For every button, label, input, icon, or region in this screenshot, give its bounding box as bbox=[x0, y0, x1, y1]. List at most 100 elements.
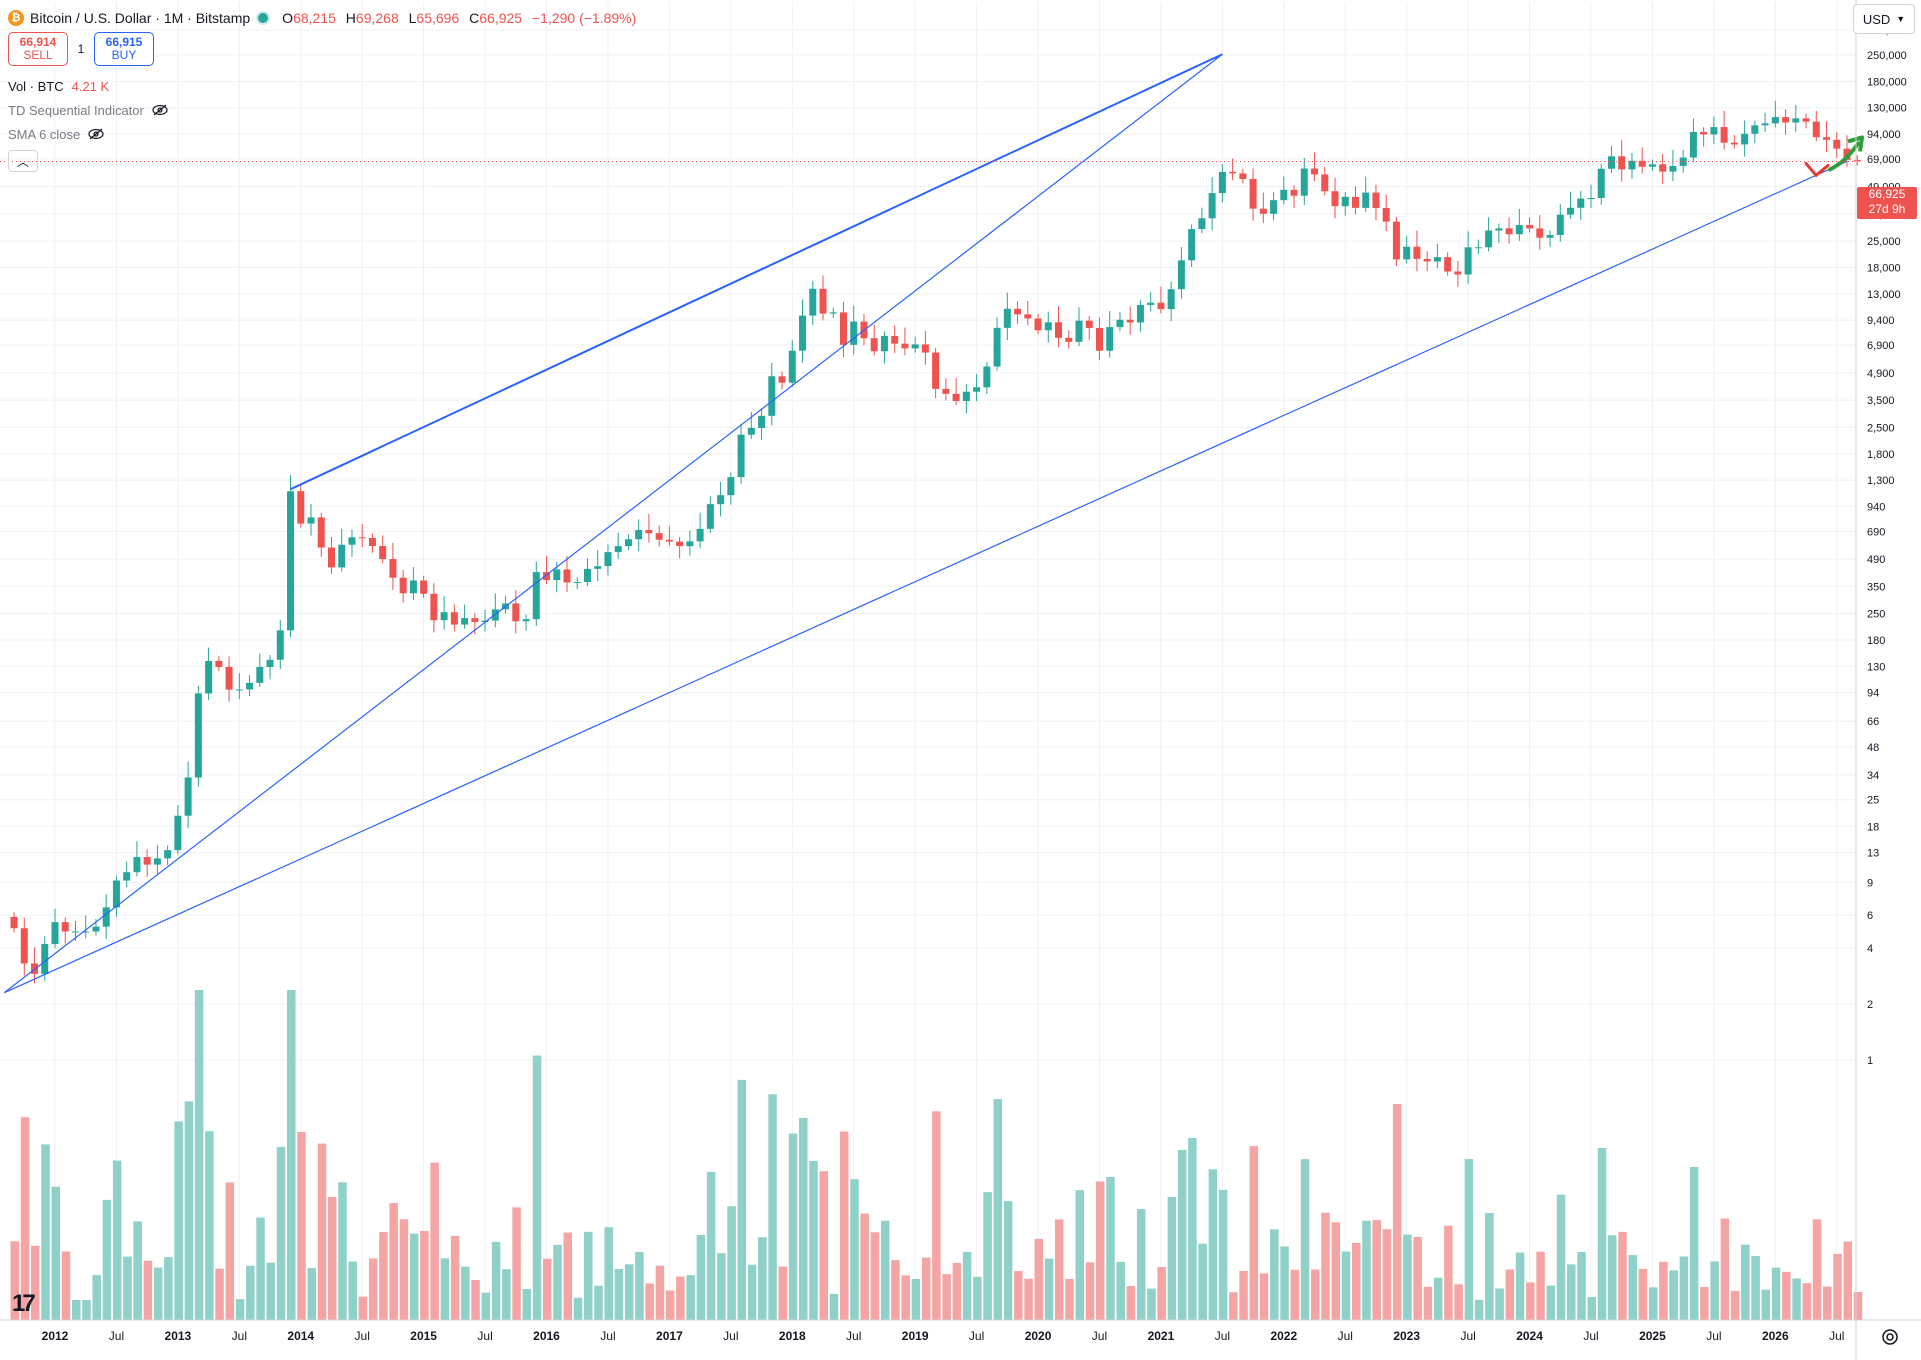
candle-body bbox=[1556, 214, 1564, 235]
volume-bar bbox=[1444, 1225, 1453, 1320]
volume-bar bbox=[235, 1299, 245, 1320]
volume-bar bbox=[1607, 1235, 1617, 1320]
candle-body bbox=[706, 504, 714, 529]
candle-body bbox=[1321, 174, 1329, 192]
market-status-icon bbox=[256, 11, 271, 25]
candle-body bbox=[409, 580, 417, 594]
candle-body bbox=[1290, 189, 1298, 196]
ohlc-low-key: L bbox=[408, 10, 417, 26]
candle-body bbox=[1188, 229, 1196, 261]
candle-body bbox=[1444, 257, 1452, 272]
volume-bar bbox=[71, 1300, 81, 1320]
candle-body bbox=[102, 907, 110, 927]
candle-body bbox=[1669, 165, 1677, 172]
x-axis-label: Jul bbox=[1092, 1329, 1107, 1343]
tradingview-logo-icon[interactable]: 17 bbox=[12, 1290, 36, 1317]
candle-body bbox=[1730, 142, 1738, 145]
last-price-value: 66,925 bbox=[1868, 187, 1906, 201]
volume-bar bbox=[82, 1300, 91, 1320]
volume-bar bbox=[870, 1232, 880, 1320]
buy-button[interactable]: 66,915 BUY bbox=[94, 32, 154, 66]
volume-bar bbox=[153, 1267, 163, 1320]
candle-body bbox=[1485, 230, 1493, 248]
candle-body bbox=[51, 922, 59, 944]
chart-annotations bbox=[3, 53, 1865, 994]
candle-body bbox=[1177, 260, 1185, 290]
y-axis-label: 9,400 bbox=[1867, 315, 1895, 327]
volume-bar bbox=[184, 1101, 194, 1320]
volume-bar bbox=[1638, 1268, 1648, 1320]
volume-bar bbox=[1618, 1231, 1627, 1320]
volume-bar bbox=[1321, 1212, 1330, 1320]
gear-icon[interactable] bbox=[1880, 1327, 1900, 1347]
ohlc-open: 68,215 bbox=[293, 10, 336, 26]
currency-label: USD bbox=[1862, 11, 1891, 27]
candle-body bbox=[1720, 127, 1728, 143]
eye-hidden-icon[interactable] bbox=[88, 128, 104, 140]
volume-bar bbox=[942, 1274, 951, 1320]
candle-body bbox=[1536, 228, 1544, 238]
eye-hidden-icon[interactable] bbox=[152, 104, 168, 116]
td-sequential-row[interactable]: TD Sequential Indicator bbox=[8, 98, 636, 122]
candle-body bbox=[215, 660, 223, 667]
volume-bar bbox=[1587, 1297, 1596, 1320]
candle-body bbox=[1679, 157, 1687, 166]
candle-body bbox=[1659, 164, 1667, 172]
candle-body bbox=[61, 922, 69, 932]
y-axis-label: 490 bbox=[1867, 554, 1885, 566]
candle-body bbox=[1198, 218, 1206, 230]
volume-bar bbox=[665, 1290, 675, 1320]
candle-body bbox=[768, 376, 776, 416]
volume-bar bbox=[1454, 1284, 1463, 1320]
volume-bar bbox=[676, 1276, 685, 1320]
y-axis-label: 6 bbox=[1867, 910, 1873, 922]
currency-select[interactable]: USD ▼ bbox=[1853, 4, 1915, 34]
volume-bar bbox=[1792, 1278, 1801, 1320]
x-axis-label: Jul bbox=[1583, 1329, 1598, 1343]
candle-body bbox=[1229, 171, 1237, 174]
symbol-row[interactable]: ₿ Bitcoin / U.S. Dollar · 1M · Bitstamp … bbox=[8, 8, 636, 28]
order-quantity[interactable]: 1 bbox=[77, 42, 85, 56]
volume-bar bbox=[1823, 1286, 1832, 1320]
volume-bar bbox=[10, 1241, 20, 1320]
volume-bar bbox=[604, 1227, 613, 1320]
collapse-legend-button[interactable]: ︿ bbox=[8, 150, 38, 172]
candle-body bbox=[1567, 207, 1575, 215]
candle-body bbox=[932, 352, 940, 389]
sma-row[interactable]: SMA 6 close bbox=[8, 122, 636, 146]
x-axis-label: 2015 bbox=[410, 1329, 437, 1343]
volume-bar bbox=[1167, 1196, 1177, 1320]
candle-body bbox=[983, 366, 991, 388]
y-axis-label: 180 bbox=[1867, 635, 1885, 647]
trade-panel: 66,914 SELL 1 66,915 BUY bbox=[8, 32, 636, 66]
x-axis-label: 2014 bbox=[287, 1329, 314, 1343]
y-axis-label: 3,500 bbox=[1867, 395, 1895, 407]
volume-bar bbox=[368, 1258, 378, 1320]
volume-bar bbox=[1812, 1219, 1822, 1320]
buy-label: BUY bbox=[111, 48, 137, 62]
volume-bar bbox=[973, 1276, 982, 1320]
volume-bar bbox=[1648, 1287, 1658, 1320]
candle-body bbox=[1065, 337, 1073, 342]
y-axis-label: 2 bbox=[1867, 999, 1873, 1011]
sell-button[interactable]: 66,914 SELL bbox=[8, 32, 68, 66]
volume-bar bbox=[164, 1257, 173, 1320]
chart-legend: ₿ Bitcoin / U.S. Dollar · 1M · Bitstamp … bbox=[8, 8, 636, 172]
candle-body bbox=[194, 693, 202, 778]
volume-bar bbox=[1075, 1190, 1084, 1320]
candle-body bbox=[553, 569, 561, 581]
symbol-title[interactable]: Bitcoin / U.S. Dollar · 1M · Bitstamp bbox=[30, 10, 251, 26]
volume-bar bbox=[450, 1235, 460, 1320]
candle-body bbox=[1741, 133, 1749, 145]
candle-body bbox=[624, 539, 632, 547]
y-axis-label: 4 bbox=[1867, 943, 1873, 955]
candle-body bbox=[604, 552, 612, 567]
volume-bar bbox=[1597, 1148, 1607, 1320]
candle-body bbox=[338, 544, 346, 568]
chevron-up-icon: ︿ bbox=[16, 154, 29, 169]
volume-bar bbox=[297, 1131, 306, 1320]
volume-bar bbox=[1761, 1289, 1771, 1320]
volume-indicator-row[interactable]: Vol · BTC 4.21 K bbox=[8, 74, 636, 98]
x-axis-label: 2025 bbox=[1639, 1329, 1666, 1343]
